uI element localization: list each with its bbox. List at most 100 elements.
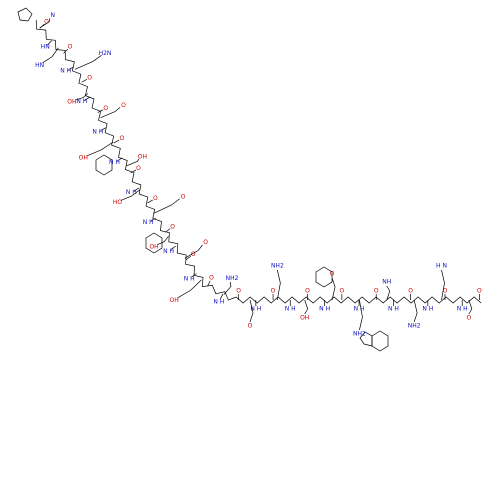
side-chain-bond xyxy=(386,285,391,301)
side-chain-bond xyxy=(153,198,180,214)
atom-label: N xyxy=(50,12,55,19)
atom-label: N H xyxy=(285,306,296,313)
atom-label: H2N xyxy=(99,50,112,57)
atom-label: NH2 xyxy=(353,331,366,338)
atom-label: OH xyxy=(79,154,88,161)
atom-label: O xyxy=(181,193,186,200)
indole-ring xyxy=(359,331,373,347)
bond xyxy=(113,139,120,144)
atom-label: O xyxy=(119,135,124,142)
backbone-bonds xyxy=(35,19,482,304)
atom-label: HO xyxy=(113,199,123,206)
side-chain-bond xyxy=(441,269,445,301)
atom-label: O xyxy=(466,315,471,322)
atom-label: O xyxy=(68,44,73,51)
atom-label: HN xyxy=(41,43,50,50)
atom-label: O xyxy=(236,288,241,295)
bond xyxy=(150,217,157,222)
side-chain-bond xyxy=(468,299,473,315)
bond xyxy=(133,187,140,192)
bond xyxy=(63,48,69,54)
side-chain-bond xyxy=(126,158,140,167)
atom-label: N H xyxy=(184,275,195,282)
atom-label: N H xyxy=(163,248,174,255)
side-chain-bond xyxy=(277,269,281,301)
bond xyxy=(165,228,171,233)
atom-label: N H xyxy=(109,159,120,166)
side-chain-bond xyxy=(100,107,121,119)
indole-ring xyxy=(371,330,389,352)
bond xyxy=(185,255,192,261)
side-chain-bond xyxy=(39,18,51,29)
atom-label: O xyxy=(136,165,141,172)
atom-label: OH xyxy=(149,244,158,251)
atom-label: N H xyxy=(388,306,399,313)
bond xyxy=(207,280,211,287)
atom-label: N H xyxy=(457,306,468,313)
side-chain-bond xyxy=(359,299,363,331)
atom-label: O xyxy=(374,288,379,295)
bond xyxy=(47,40,52,46)
atom-label: N H xyxy=(60,68,71,75)
side-chain-bond xyxy=(75,93,88,101)
atom-label: O xyxy=(203,239,208,246)
bond xyxy=(191,273,197,278)
atom-label: N H xyxy=(422,306,433,313)
bond xyxy=(219,293,224,300)
atom-label: NH2 xyxy=(408,323,421,330)
atom-label: O xyxy=(271,288,276,295)
atom-label: OH xyxy=(169,297,178,304)
bond xyxy=(81,79,88,83)
side-chain-bond xyxy=(223,281,232,295)
atom-label: H N xyxy=(436,263,447,270)
atom-label: O xyxy=(305,288,310,295)
phenyl-ring xyxy=(145,232,163,254)
phenyl-ring xyxy=(315,266,333,288)
atom-label: N H xyxy=(213,298,224,305)
bond xyxy=(97,109,104,113)
atom-label: OH xyxy=(67,98,76,105)
imidazole-ring xyxy=(17,7,33,22)
bond xyxy=(147,199,153,204)
atom-label: N H xyxy=(354,306,365,313)
atom-label: O xyxy=(339,288,344,295)
side-chain-bond xyxy=(42,47,59,64)
side-chain-bond xyxy=(120,189,141,201)
bond xyxy=(116,157,123,162)
atom-label: O xyxy=(44,19,49,26)
atom-label: O xyxy=(121,102,126,109)
atom-label: OH xyxy=(138,153,147,160)
bond xyxy=(68,66,74,71)
atom-label: NH2 xyxy=(271,263,284,270)
side-chain-bond xyxy=(304,299,309,315)
phenyl-ring xyxy=(95,154,113,176)
side-chain-bond xyxy=(331,277,336,301)
atom-label: O xyxy=(87,74,92,81)
bond xyxy=(170,245,176,250)
bond xyxy=(100,127,107,131)
atom-label: N H xyxy=(76,98,87,105)
atom-label: N H xyxy=(143,219,154,226)
atom-label: OH xyxy=(300,315,309,322)
atom-label: HN xyxy=(35,62,44,69)
side-chain-bond xyxy=(184,244,203,259)
bond xyxy=(130,169,137,174)
atom-label: O xyxy=(153,195,158,202)
atom-label: N H xyxy=(250,306,261,313)
side-chain-bond xyxy=(74,55,102,70)
side-chain-bond xyxy=(157,236,169,246)
side-chain-bond xyxy=(413,299,418,323)
side-chain-bond xyxy=(86,141,114,157)
atom-label: N H xyxy=(92,128,103,135)
bond xyxy=(84,97,90,101)
atom-label: NH xyxy=(382,279,391,286)
atom-label: O xyxy=(209,275,214,282)
atom-label: O xyxy=(477,288,482,295)
atom-label: O xyxy=(191,251,196,258)
atom-label: N H xyxy=(319,306,330,313)
atom-label: O xyxy=(248,323,253,330)
atom-label: N H xyxy=(126,189,137,196)
atom-label: O xyxy=(103,105,108,112)
